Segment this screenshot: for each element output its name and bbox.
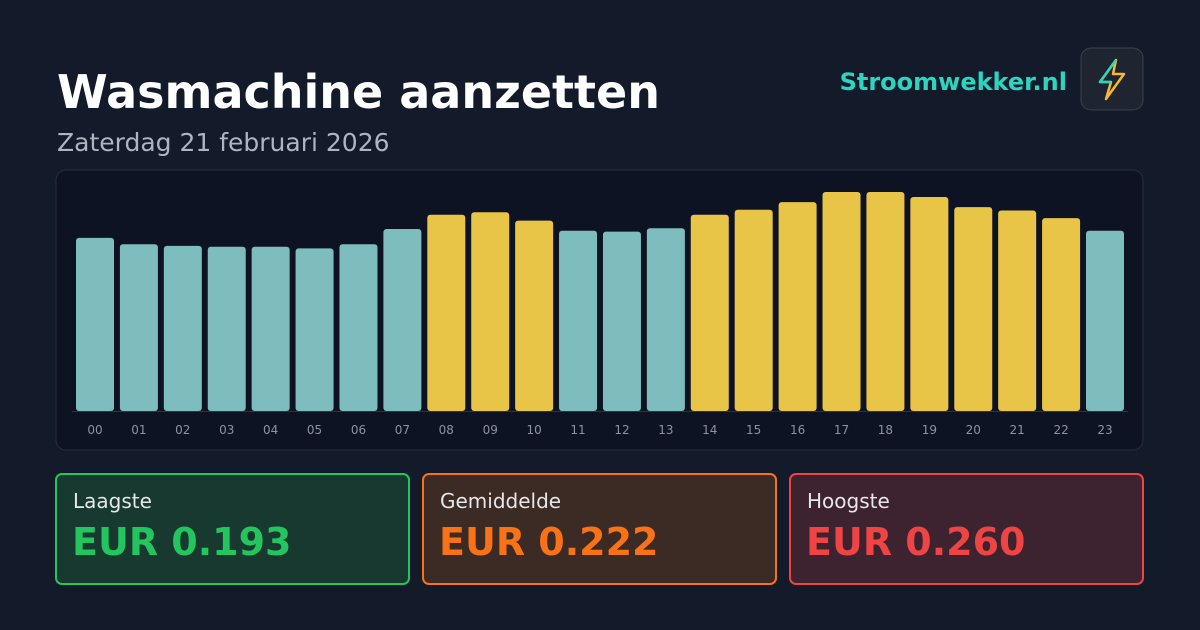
brand-icon (1080, 47, 1144, 111)
x-tick-label: 22 (1053, 423, 1068, 437)
bar (76, 237, 114, 411)
bar (1086, 230, 1124, 411)
x-tick-label: 19 (922, 423, 937, 437)
bar (778, 202, 817, 411)
bar (954, 207, 993, 411)
bar (866, 192, 905, 411)
bar (1042, 218, 1081, 411)
bar (251, 246, 290, 411)
stat-label: Hoogste (807, 489, 890, 513)
x-tick-label: 05 (307, 423, 322, 437)
x-tick-label: 02 (175, 423, 190, 437)
stat-value: EUR 0.193 (72, 520, 292, 564)
x-tick-label: 14 (702, 423, 717, 437)
stat-value: EUR 0.260 (806, 520, 1026, 564)
x-tick-label: 07 (395, 423, 410, 437)
x-tick-label: 12 (614, 423, 629, 437)
x-tick-label: 03 (219, 423, 234, 437)
bar (646, 228, 685, 411)
bar (822, 192, 861, 411)
x-tick-label: 10 (526, 423, 541, 437)
bar (383, 229, 422, 411)
stat-card (55, 473, 410, 585)
x-tick-label: 23 (1097, 423, 1112, 437)
bar (339, 244, 378, 411)
x-tick-label: 18 (878, 423, 893, 437)
x-tick-label: 00 (87, 423, 102, 437)
brand: Stroomwekker.nl (840, 68, 1067, 96)
stats: Laagste EUR 0.193 Gemiddelde EUR 0.222 Hoogs… (55, 473, 1144, 585)
x-tick-label: 15 (746, 423, 761, 437)
bar (163, 245, 202, 411)
bar (515, 220, 554, 411)
bar (119, 244, 158, 411)
x-tick-label: 11 (570, 423, 585, 437)
x-tick-label: 17 (834, 423, 849, 437)
stat-label: Gemiddelde (440, 489, 561, 513)
stat-card (789, 473, 1144, 585)
x-tick-label: 04 (263, 423, 278, 437)
bar (471, 212, 510, 411)
bolt-accent (1098, 59, 1118, 84)
bar (910, 197, 949, 411)
x-tick-label: 20 (966, 423, 981, 437)
bar (207, 246, 246, 411)
bar (998, 210, 1037, 411)
stat-value: EUR 0.222 (439, 520, 659, 564)
x-tick-label: 16 (790, 423, 805, 437)
x-tick-label: 09 (483, 423, 498, 437)
stat-card (422, 473, 777, 585)
subtitle: Zaterdag 21 februari 2026 (57, 128, 390, 157)
bar (295, 248, 334, 411)
x-tick-label: 06 (351, 423, 366, 437)
bar (734, 209, 773, 411)
x-tick-label: 08 (439, 423, 454, 437)
bar (427, 214, 466, 411)
x-tick-label: 21 (1010, 423, 1025, 437)
x-tick-label: 13 (658, 423, 673, 437)
bar (559, 230, 598, 411)
x-tick-label: 01 (131, 423, 146, 437)
stat-label: Laagste (73, 489, 152, 513)
bar (690, 214, 729, 411)
bar (602, 231, 641, 411)
title: Wasmachine aanzetten (57, 65, 660, 119)
